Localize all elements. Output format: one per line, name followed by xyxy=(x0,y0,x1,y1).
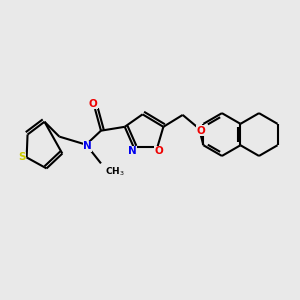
Text: CH$_3$: CH$_3$ xyxy=(104,166,124,178)
Text: N: N xyxy=(83,141,92,151)
Text: O: O xyxy=(196,126,205,136)
Text: S: S xyxy=(18,152,26,162)
Text: N: N xyxy=(128,146,136,157)
Text: O: O xyxy=(154,146,163,157)
Text: O: O xyxy=(88,99,97,109)
